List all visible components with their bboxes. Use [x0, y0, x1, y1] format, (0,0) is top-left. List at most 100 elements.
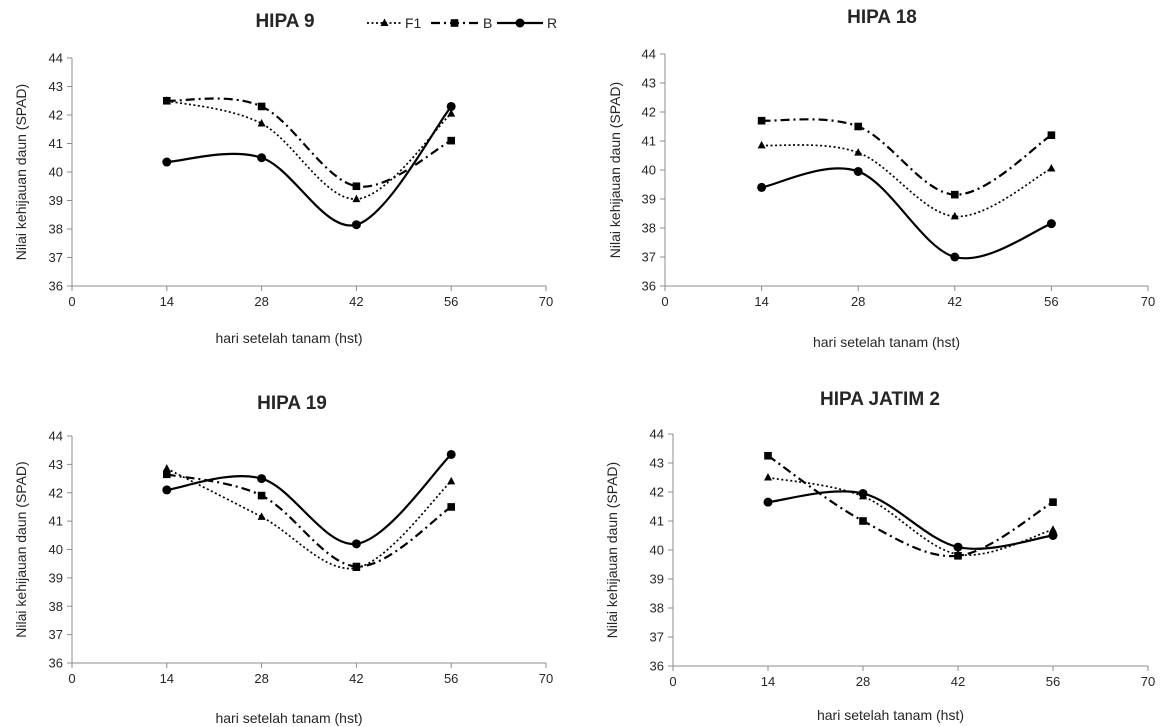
x-tick-label: 42	[948, 294, 962, 309]
data-point-b	[257, 491, 266, 500]
data-point-r	[257, 474, 267, 484]
data-point-r	[858, 488, 868, 498]
data-point-b	[859, 517, 867, 525]
x-tick-label: 56	[444, 294, 458, 309]
data-point-f1	[757, 140, 766, 149]
data-point-f1	[447, 109, 456, 117]
y-axis-title: Nilai kehijauan daun (SPAD)	[604, 462, 620, 638]
series-line-b	[166, 97, 452, 188]
chart-panel-2: HIPA 18 36 37 38 39 40 41 42 43 44 0 14 28 42 56 70 hari…	[607, 7, 1155, 350]
x-tick-label: 70	[1141, 294, 1155, 309]
chart-panel-1: HIPA 9 36 37 38 39 40 41 42 43 44 0 14 28 42 56 70 hari …	[13, 11, 553, 346]
x-axis-title: hari setelah tanam (hst)	[215, 330, 362, 346]
data-point-f1	[447, 476, 456, 485]
data-point-r	[351, 539, 361, 549]
y-tick-label: 38	[49, 222, 63, 237]
y-tick-label: 44	[49, 51, 63, 66]
data-point-r	[257, 153, 267, 163]
data-point-f1	[764, 473, 772, 481]
y-tick-label: 44	[49, 429, 63, 444]
y-tick-label: 40	[49, 542, 63, 557]
y-tick-label: 43	[49, 457, 63, 472]
series-line-f1	[767, 476, 1054, 556]
data-point-r	[763, 497, 773, 507]
legend-marker-f1	[380, 18, 389, 26]
y-tick-label: 42	[49, 108, 63, 123]
y-tick-label: 36	[49, 656, 63, 671]
data-point-r	[162, 157, 172, 167]
series-line-r	[761, 167, 1052, 260]
y-tick-label: 40	[642, 163, 656, 178]
data-point-b	[163, 470, 171, 479]
y-tick-label: 44	[650, 427, 664, 442]
legend-marker-r	[515, 18, 525, 28]
y-tick-label: 39	[650, 572, 664, 587]
legend-label-b: B	[483, 15, 492, 31]
y-tick-label: 41	[650, 514, 664, 529]
y-tick-label: 36	[49, 279, 63, 294]
data-point-b	[1049, 498, 1057, 506]
data-point-b	[352, 182, 361, 191]
y-tick-label: 40	[650, 543, 664, 558]
data-point-r	[853, 166, 863, 176]
data-point-f1	[257, 119, 266, 127]
x-tick-label: 70	[1141, 674, 1155, 689]
x-tick-label: 56	[1046, 674, 1060, 689]
data-point-b	[757, 116, 766, 125]
data-point-b	[257, 102, 266, 111]
x-tick-label: 0	[669, 674, 676, 689]
data-point-r	[162, 485, 172, 495]
series-line-f1	[166, 467, 452, 570]
x-axis-title: hari setelah tanam (hst)	[813, 334, 960, 350]
x-tick-label: 42	[349, 294, 363, 309]
x-tick-label: 14	[160, 671, 174, 686]
y-tick-label: 40	[49, 165, 63, 180]
data-point-b	[951, 190, 959, 199]
x-tick-label: 0	[68, 671, 75, 686]
series-line-r	[166, 105, 453, 227]
legend: F1 B R	[367, 15, 557, 31]
y-axis-title: Nilai kehijauan daun (SPAD)	[607, 82, 623, 258]
y-tick-label: 38	[642, 221, 656, 236]
data-point-f1	[854, 148, 863, 156]
y-tick-label: 38	[650, 601, 664, 616]
data-point-f1	[1049, 525, 1057, 533]
series-line-r	[166, 453, 452, 545]
y-tick-label: 37	[650, 630, 664, 645]
y-tick-label: 36	[642, 279, 656, 294]
legend-label-r: R	[547, 15, 557, 31]
y-tick-label: 41	[49, 136, 63, 151]
y-tick-label: 39	[642, 192, 656, 207]
chart-panel-3: HIPA 19 36 37 38 39 40 41 42 43 44 0 14 28 42 56 70 hari…	[13, 393, 553, 726]
series-line-r	[767, 490, 1054, 550]
series-line-f1	[761, 144, 1052, 218]
y-tick-label: 38	[49, 599, 63, 614]
chart-title: HIPA JATIM 2	[820, 389, 940, 410]
x-tick-label: 14	[754, 294, 768, 309]
x-axis-title: hari setelah tanam (hst)	[215, 710, 362, 726]
x-tick-label: 14	[160, 294, 174, 309]
data-point-b	[352, 562, 361, 571]
x-tick-label: 42	[349, 671, 363, 686]
y-tick-label: 37	[49, 627, 63, 642]
data-point-r	[446, 101, 456, 111]
legend-marker-b	[450, 19, 459, 27]
data-point-b	[854, 122, 862, 131]
data-point-r	[953, 542, 963, 552]
data-point-b	[447, 503, 455, 511]
x-tick-label: 70	[539, 671, 553, 686]
data-point-f1	[950, 211, 959, 220]
x-tick-label: 14	[761, 674, 775, 689]
y-tick-label: 39	[49, 193, 63, 208]
y-tick-label: 42	[650, 485, 664, 500]
data-point-r	[351, 220, 361, 230]
series-line-b	[767, 454, 1054, 558]
data-point-f1	[257, 512, 266, 520]
data-point-b	[163, 96, 171, 105]
y-axis-title: Nilai kehijauan daun (SPAD)	[13, 461, 29, 637]
chart-panel-4: HIPA JATIM 2 36 37 38 39 40 41 42 43 44 0 14 28 42 56 7…	[604, 389, 1155, 723]
y-axis-title: Nilai kehijauan daun (SPAD)	[13, 84, 29, 260]
series-line-f1	[166, 99, 452, 200]
y-tick-label: 39	[49, 570, 63, 585]
